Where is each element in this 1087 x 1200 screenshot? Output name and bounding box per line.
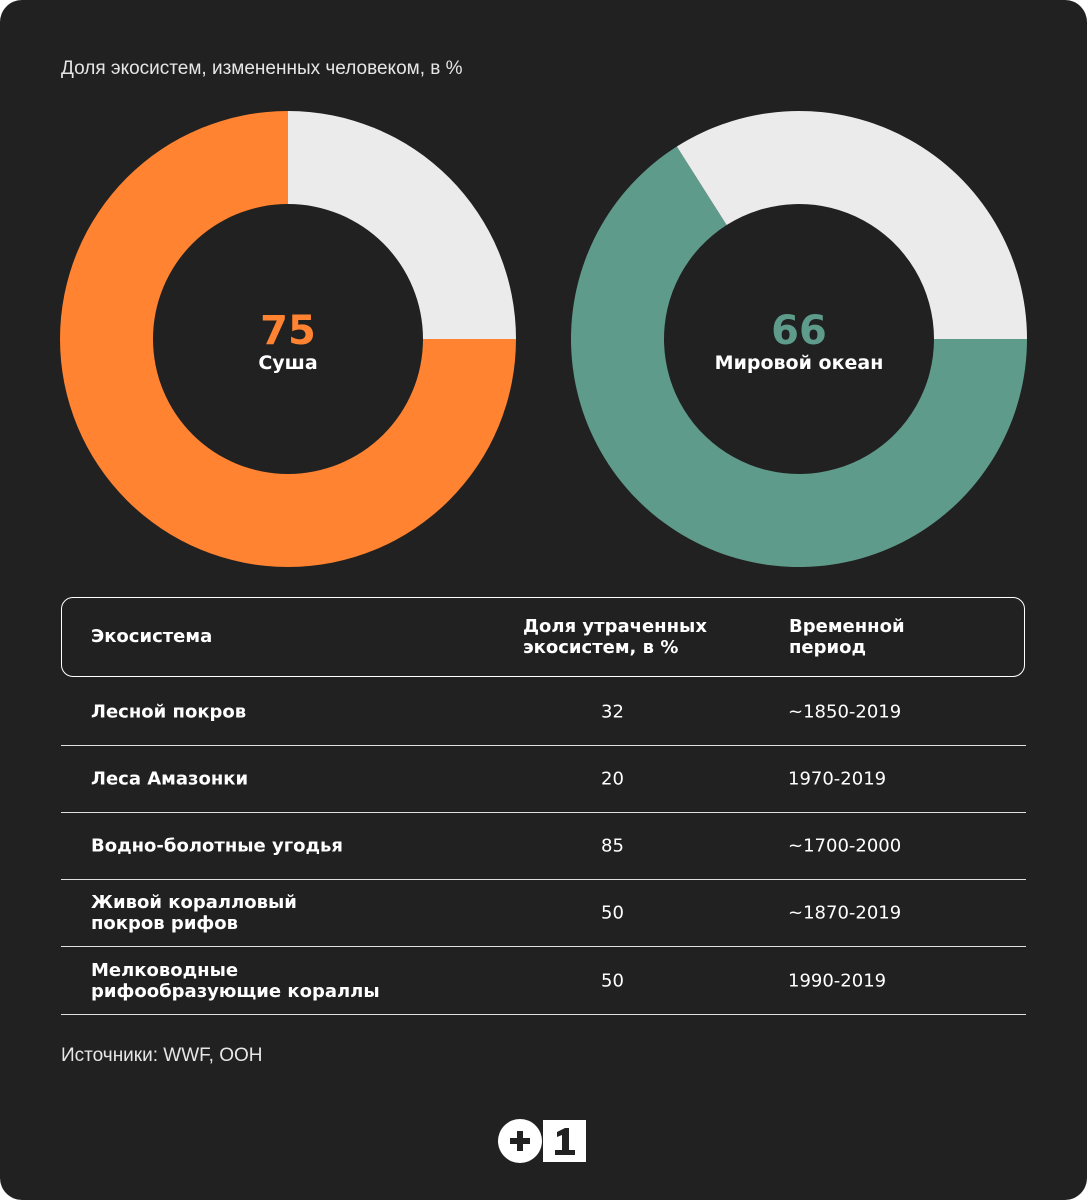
ocean-share-slice bbox=[570, 146, 1027, 568]
table-row: Живой коралловый покров рифов 50 ~1870-201… bbox=[61, 880, 1026, 947]
ocean-value: 66 bbox=[771, 308, 827, 354]
loss-value: 20 bbox=[601, 768, 624, 790]
ecosystem-name: Леса Амазонки bbox=[91, 768, 249, 790]
land-share-slice bbox=[60, 111, 516, 567]
time-period: ~1870-2019 bbox=[788, 902, 902, 924]
table-row: Мелководные рифообразующие кораллы 50 1990… bbox=[61, 948, 1026, 1015]
land-value: 75 bbox=[260, 308, 316, 354]
ecosystem-name: Мелководные рифообразующие кораллы bbox=[91, 960, 380, 1002]
time-period: ~1850-2019 bbox=[788, 701, 902, 723]
time-period: ~1700-2000 bbox=[788, 835, 902, 857]
loss-value: 85 bbox=[601, 835, 624, 857]
land-center-label: 75 Суша bbox=[138, 310, 438, 374]
column-header-ecosystem: Экосистема bbox=[91, 626, 213, 647]
loss-value: 32 bbox=[601, 701, 624, 723]
table-header: Экосистема Доля утраченных экосистем, в … bbox=[61, 597, 1025, 677]
ocean-center-label: 66 Мировой океан bbox=[649, 310, 949, 374]
donut-charts bbox=[60, 111, 1027, 568]
table-row: Водно-болотные угодья 85 ~1700-2000 bbox=[61, 813, 1026, 880]
ecosystem-name: Лесной покров bbox=[91, 701, 247, 723]
ecosystem-name: Живой коралловый покров рифов bbox=[91, 892, 297, 934]
source-note: Источники: WWF, ООН bbox=[61, 1045, 263, 1066]
loss-value: 50 bbox=[601, 902, 624, 924]
plus-one-logo bbox=[498, 1119, 586, 1163]
column-header-loss: Доля утраченных экосистем, в % bbox=[523, 616, 707, 658]
table-row: Лесной покров 32 ~1850-2019 bbox=[61, 679, 1026, 746]
chart-title: Доля экосистем, измененных человеком, в … bbox=[61, 58, 463, 79]
table-row: Леса Амазонки 20 1970-2019 bbox=[61, 746, 1026, 813]
land-label: Суша bbox=[258, 352, 318, 374]
ecosystem-name: Водно-болотные угодья bbox=[91, 835, 343, 857]
time-period: 1970-2019 bbox=[788, 768, 887, 790]
column-header-period: Временной период bbox=[789, 616, 905, 658]
ocean-label: Мировой океан bbox=[714, 352, 884, 374]
ocean-remainder-slice bbox=[676, 111, 1027, 340]
land-remainder-slice bbox=[288, 111, 516, 339]
loss-value: 50 bbox=[601, 970, 624, 992]
time-period: 1990-2019 bbox=[788, 970, 887, 992]
